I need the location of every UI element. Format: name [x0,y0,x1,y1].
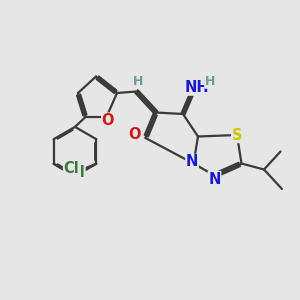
Text: H: H [205,75,215,88]
Text: O: O [102,113,114,128]
Text: O: O [128,127,140,142]
Text: H: H [133,75,143,88]
Text: NH: NH [185,80,210,95]
Text: N: N [186,154,198,169]
Text: N: N [208,172,221,187]
Text: Cl: Cl [69,165,85,180]
Text: S: S [232,128,242,142]
Text: Cl: Cl [64,161,79,176]
